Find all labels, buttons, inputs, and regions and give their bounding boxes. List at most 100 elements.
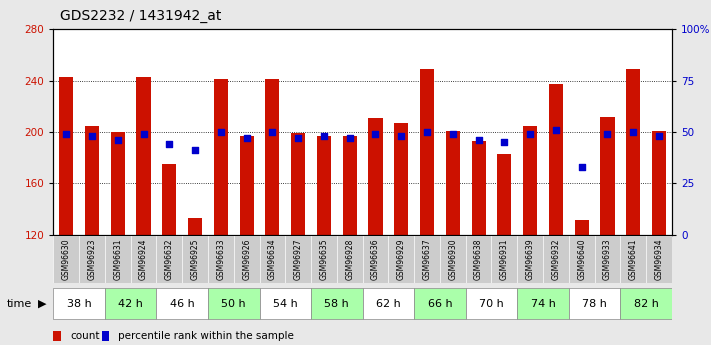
Text: GSM96929: GSM96929 [397,239,406,280]
Bar [466,288,517,319]
Point [602,131,613,137]
Bar [394,123,408,235]
Point [550,127,562,133]
Bar [111,132,125,235]
Text: GSM96638: GSM96638 [474,239,483,280]
Text: GSM96924: GSM96924 [139,239,148,280]
Bar [343,136,357,235]
Point [498,139,510,145]
Bar [53,288,105,319]
Bar [137,77,151,235]
Point [86,133,97,139]
Text: GSM96640: GSM96640 [577,239,586,280]
Text: 82 h: 82 h [634,299,658,308]
Text: count: count [70,331,100,341]
Bar [85,126,99,235]
Point [473,137,484,143]
Bar [214,79,228,235]
Text: GSM96636: GSM96636 [371,239,380,280]
Point [60,131,72,137]
Point [395,133,407,139]
Bar [652,131,666,235]
Text: percentile rank within the sample: percentile rank within the sample [118,331,294,341]
Point [525,131,536,137]
Text: GSM96637: GSM96637 [422,239,432,280]
Bar [208,288,260,319]
Point [267,129,278,135]
Text: 66 h: 66 h [427,299,452,308]
Bar [156,288,208,319]
Text: GSM96635: GSM96635 [319,239,328,280]
Point [112,137,124,143]
Text: time: time [7,299,33,308]
Point [628,129,639,135]
Bar [574,220,589,235]
Text: GSM96932: GSM96932 [552,239,560,280]
Text: GSM96633: GSM96633 [216,239,225,280]
Text: 70 h: 70 h [479,299,504,308]
Point [164,141,175,147]
Bar [626,69,641,235]
Text: 74 h: 74 h [530,299,555,308]
Bar [162,164,176,235]
Bar [291,133,305,235]
Text: GSM96931: GSM96931 [500,239,509,280]
Text: GDS2232 / 1431942_at: GDS2232 / 1431942_at [60,9,222,23]
Bar [600,117,614,235]
Bar [471,141,486,235]
Bar [363,288,414,319]
Bar [311,288,363,319]
Bar [59,77,73,235]
Text: 46 h: 46 h [170,299,195,308]
Bar [317,136,331,235]
Text: 42 h: 42 h [118,299,143,308]
Bar [446,131,460,235]
Bar [53,331,61,341]
Text: GSM96632: GSM96632 [165,239,173,280]
Text: GSM96630: GSM96630 [62,239,70,280]
Bar [102,331,109,341]
Text: GSM96631: GSM96631 [113,239,122,280]
Point [422,129,433,135]
Text: GSM96641: GSM96641 [629,239,638,280]
Point [241,135,252,141]
Text: GSM96923: GSM96923 [87,239,97,280]
Bar [497,154,511,235]
Text: 38 h: 38 h [67,299,92,308]
Text: GSM96639: GSM96639 [525,239,535,280]
Bar [569,288,620,319]
Bar [105,288,156,319]
Bar [517,288,569,319]
Text: GSM96634: GSM96634 [268,239,277,280]
Bar [265,79,279,235]
Text: 58 h: 58 h [324,299,349,308]
Point [576,164,587,170]
Text: GSM96925: GSM96925 [191,239,200,280]
Bar [620,288,672,319]
Text: 78 h: 78 h [582,299,607,308]
Text: GSM96926: GSM96926 [242,239,251,280]
Text: GSM96933: GSM96933 [603,239,612,280]
Bar [414,288,466,319]
Text: 54 h: 54 h [273,299,298,308]
Bar [240,136,254,235]
Bar [368,118,383,235]
Point [447,131,459,137]
Text: 50 h: 50 h [221,299,246,308]
Point [344,135,356,141]
Text: GSM96928: GSM96928 [346,239,354,280]
Point [215,129,227,135]
Bar [188,218,202,235]
Point [370,131,381,137]
Text: GSM96930: GSM96930 [449,239,457,280]
Text: ▶: ▶ [38,299,46,308]
Point [319,133,330,139]
Point [292,135,304,141]
Point [653,133,665,139]
Bar [549,85,563,235]
Bar [260,288,311,319]
Point [189,148,201,153]
Text: GSM96934: GSM96934 [655,239,663,280]
Point [138,131,149,137]
Text: 62 h: 62 h [376,299,401,308]
